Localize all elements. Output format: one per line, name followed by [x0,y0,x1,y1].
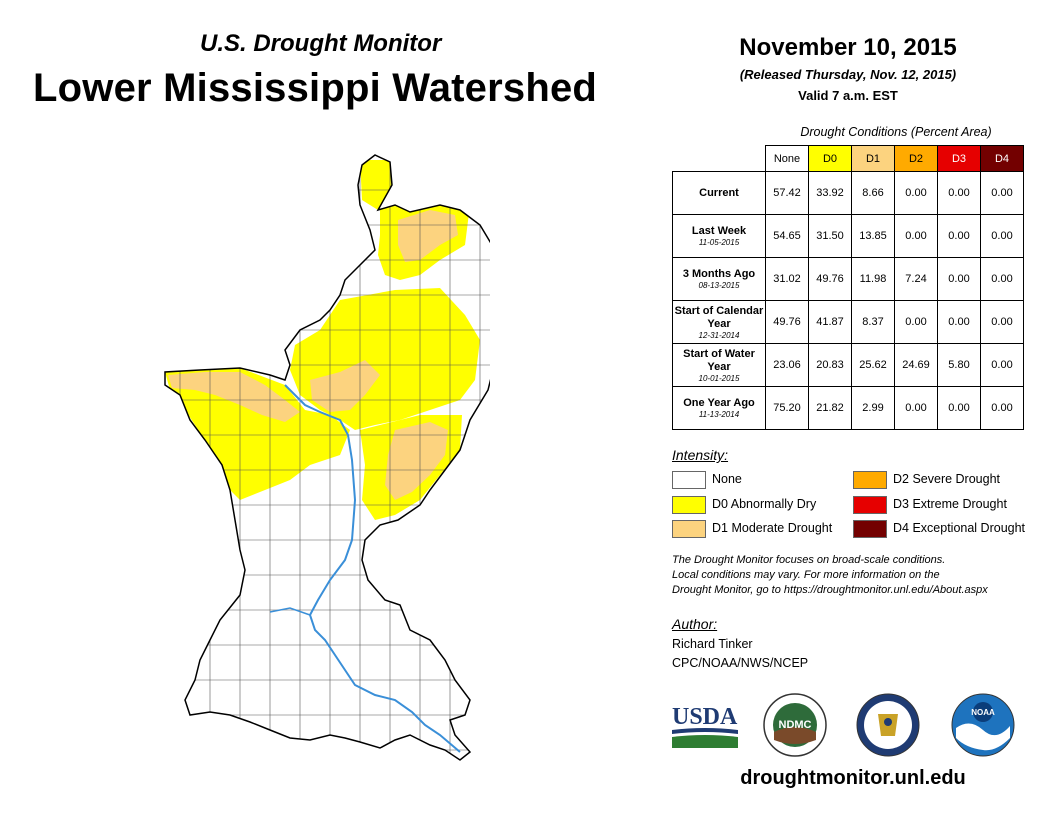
row-date: 10-01-2015 [698,373,740,383]
noaa-logo: NOAA [951,693,1015,757]
table-cell: 0.00 [980,171,1024,215]
table-cell: 2.99 [851,386,895,430]
note-line: Local conditions may vary. For more info… [672,569,940,581]
author-name: Richard Tinker [672,637,753,651]
legend-item-d4: D4 Exceptional Drought [853,519,1025,538]
table-cell: 0.00 [894,386,938,430]
legend-item-d0: D0 Abnormally Dry [672,495,816,514]
table-row: Last Week 11-05-2015 54.65 31.50 13.85 0.… [672,214,1024,258]
noaa-logo-text: NOAA [971,708,995,717]
map-date: November 10, 2015 [739,34,957,61]
table-cell: 0.00 [894,171,938,215]
row-label: Last Week 11-05-2015 [672,214,766,258]
ndmc-logo: NDMC [763,693,827,757]
table-cell: 13.85 [851,214,895,258]
table-cell: 7.24 [894,257,938,301]
table-cell: 20.83 [808,343,852,387]
legend-swatch [672,519,706,538]
table-cell: 0.00 [980,343,1024,387]
legend-title: Intensity: [672,447,729,463]
table-cell: 8.66 [851,171,895,215]
table-cell: 33.92 [808,171,852,215]
table-cell: 31.50 [808,214,852,258]
col-d4: D4 [980,145,1024,172]
col-none: None [765,145,809,172]
table-cell: 0.00 [937,386,981,430]
table-cell: 49.76 [808,257,852,301]
usda-logo: USDA [672,704,738,748]
drought-map [164,154,490,761]
table-cell: 0.00 [980,386,1024,430]
row-date: 11-13-2014 [698,410,740,419]
table-cell: 0.00 [937,300,981,344]
legend-item-d2: D2 Severe Drought [853,470,1000,489]
table-cell: 57.42 [765,171,809,215]
row-label: Start of Calendar Year 12-31-2014 [672,300,766,344]
legend-swatch [672,470,706,489]
table-cell: 41.87 [808,300,852,344]
table-cell: 5.80 [937,343,981,387]
row-label: 3 Months Ago 08-13-2015 [672,257,766,301]
table-cell: 8.37 [851,300,895,344]
commerce-logo [856,693,920,757]
note-line: Drought Monitor, go to https://droughtmo… [672,584,988,596]
table-cell: 0.00 [937,171,981,215]
row-label: One Year Ago 11-13-2014 [672,386,766,430]
table-cell: 0.00 [980,257,1024,301]
ndmc-logo-text: NDMC [779,719,812,731]
disclaimer-note: The Drought Monitor focuses on broad-sca… [672,553,1042,598]
table-caption: Drought Conditions (Percent Area) [800,125,992,139]
table-row: Start of Calendar Year 12-31-2014 49.76 4… [672,300,1024,344]
legend-swatch [853,495,887,514]
table-row: Start of Water Year 10-01-2015 23.06 20.8… [672,343,1024,387]
table-cell: 21.82 [808,386,852,430]
legend-item-none: None [672,470,742,489]
map-title: Lower Mississippi Watershed [33,66,598,110]
table-header-row: None D0 D1 D2 D3 D4 [673,145,1024,172]
table-cell: 75.20 [765,386,809,430]
col-d2: D2 [894,145,938,172]
table-cell: 0.00 [980,214,1024,258]
table-cell: 0.00 [937,257,981,301]
table-cell: 54.65 [765,214,809,258]
table-row: Current 57.42 33.92 8.66 0.00 0.00 0.00 [672,171,1024,215]
table-corner [673,146,766,172]
row-label: Current [672,171,766,215]
drought-conditions-table: None D0 D1 D2 D3 D4 Current 57.42 33.92 … [672,145,1024,430]
table-cell: 23.06 [765,343,809,387]
valid-time: Valid 7 a.m. EST [798,88,898,103]
table-cell: 0.00 [894,300,938,344]
table-cell: 11.98 [851,257,895,301]
row-date: 12-31-2014 [698,330,740,340]
col-d3: D3 [937,145,981,172]
note-line: The Drought Monitor focuses on broad-sca… [672,554,946,566]
col-d1: D1 [851,145,895,172]
row-label: Start of Water Year 10-01-2015 [672,343,766,387]
legend-swatch [853,470,887,489]
legend-swatch [672,495,706,514]
table-cell: 49.76 [765,300,809,344]
release-date: (Released Thursday, Nov. 12, 2015) [739,67,957,82]
usda-logo-text: USDA [672,704,738,730]
legend-item-d1: D1 Moderate Drought [672,519,832,538]
table-cell: 0.00 [937,214,981,258]
table-cell: 31.02 [765,257,809,301]
author-label: Author: [672,616,718,632]
author-org: CPC/NOAA/NWS/NCEP [672,656,809,670]
legend-swatch [853,519,887,538]
table-row: One Year Ago 11-13-2014 75.20 21.82 2.99 … [672,386,1024,430]
col-d0: D0 [808,145,852,172]
legend-item-d3: D3 Extreme Drought [853,495,1007,514]
table-row: 3 Months Ago 08-13-2015 31.02 49.76 11.98… [672,257,1024,301]
map-subtitle: U.S. Drought Monitor [200,30,442,57]
table-cell: 25.62 [851,343,895,387]
table-cell: 24.69 [894,343,938,387]
table-cell: 0.00 [894,214,938,258]
row-date: 08-13-2015 [698,281,740,290]
row-date: 11-05-2015 [698,238,740,247]
website-link[interactable]: droughtmonitor.unl.edu [740,767,966,789]
table-cell: 0.00 [980,300,1024,344]
